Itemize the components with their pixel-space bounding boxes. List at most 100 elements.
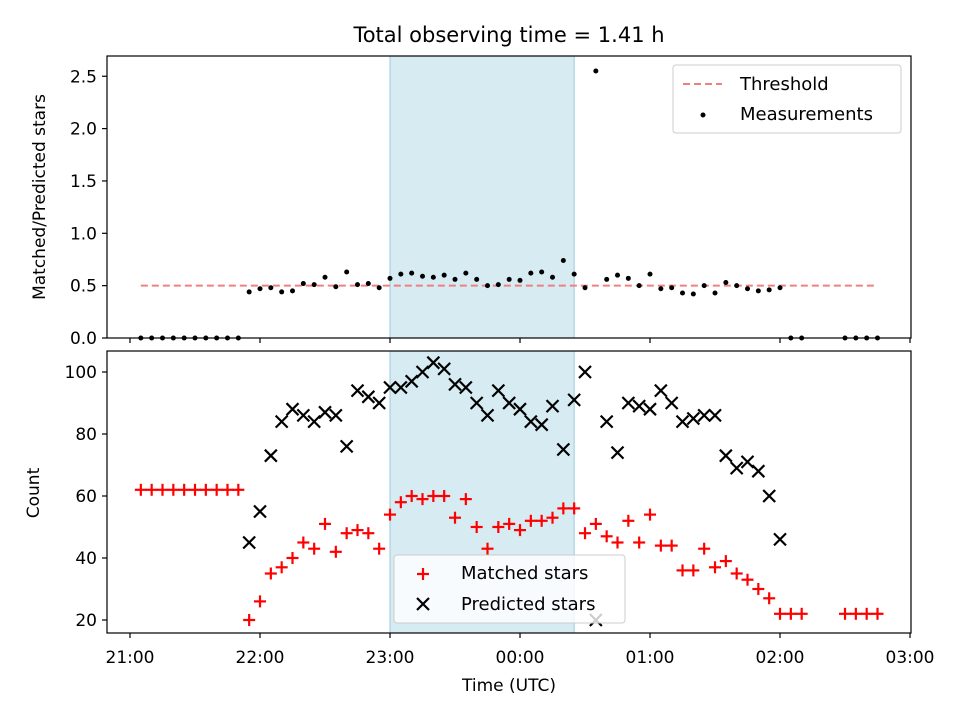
measurement-point	[300, 281, 306, 287]
predicted-star-marker-b	[534, 417, 549, 432]
predicted-star-marker	[426, 355, 441, 370]
matched-star-marker	[178, 483, 191, 496]
predicted-star-marker-b	[437, 362, 451, 376]
matched-star-marker	[839, 607, 852, 620]
matched-star-marker	[600, 530, 613, 543]
predicted-star-marker-b	[556, 442, 571, 457]
measurement-point	[311, 282, 317, 288]
measurement-point	[387, 275, 393, 281]
measurement-point	[344, 269, 350, 275]
top-legend: Threshold Measurements	[672, 64, 902, 134]
matched-star-marker	[492, 521, 505, 533]
predicted-star-marker	[404, 374, 419, 389]
predicted-star-marker	[339, 439, 354, 454]
measurement-point	[604, 276, 610, 282]
bottom-markers	[134, 355, 884, 627]
matched-star-marker	[709, 561, 722, 574]
matched-star-marker	[481, 542, 494, 555]
predicted-star-marker	[350, 383, 365, 398]
measurement-point	[257, 286, 263, 292]
measurement-point	[560, 258, 566, 264]
bottom-y-tick-label: 60	[75, 487, 97, 507]
predicted-star-marker	[437, 362, 451, 376]
measurement-point	[625, 275, 631, 281]
matched-star-marker	[340, 527, 353, 540]
predicted-star-marker	[643, 402, 657, 416]
predicted-star-marker-b	[762, 489, 776, 503]
matched-star-marker	[438, 490, 451, 502]
measurement-point	[333, 284, 339, 290]
bottom-x-tick-label: 21:00	[106, 648, 155, 668]
legend-threshold-label: Threshold	[739, 74, 829, 95]
matched-star-marker	[459, 493, 472, 506]
x-axis-label: Time (UTC)	[461, 676, 556, 696]
predicted-star-marker	[274, 414, 289, 429]
bottom-y-tick-label: 40	[75, 549, 97, 569]
matched-star-marker	[384, 508, 397, 521]
bottom-x-tick-label: 22:00	[236, 648, 285, 668]
predicted-star-marker	[621, 396, 636, 410]
predicted-star-marker	[610, 445, 625, 460]
predicted-star-marker-b	[751, 464, 766, 478]
predicted-star-marker	[719, 448, 733, 463]
matched-star-marker	[134, 483, 147, 496]
matched-star-marker	[633, 536, 646, 549]
measurement-point	[376, 285, 382, 291]
measurement-point	[680, 290, 686, 296]
measurement-point	[528, 270, 534, 276]
predicted-star-marker-b	[686, 411, 701, 426]
measurement-point	[474, 276, 480, 282]
bottom-x-tick-label: 02:00	[756, 648, 805, 668]
predicted-star-marker	[578, 365, 592, 379]
matched-star-marker	[622, 514, 635, 527]
measurement-point	[268, 285, 274, 291]
measurement-point	[571, 271, 577, 277]
predicted-star-marker-b	[274, 414, 289, 429]
measurement-point	[517, 277, 523, 283]
predicted-star-marker-b	[675, 414, 690, 429]
measurement-point	[550, 274, 556, 280]
measurement-point	[745, 286, 751, 292]
predicted-star-marker-b	[664, 396, 679, 410]
legend-predicted-swatch	[416, 597, 430, 611]
measurement-point	[485, 283, 491, 289]
predicted-star-marker-b	[524, 414, 538, 429]
predicted-star-marker-b	[307, 414, 321, 429]
top-x-ticks	[129, 338, 911, 343]
predicted-star-marker	[751, 464, 766, 478]
matched-star-marker	[871, 607, 884, 620]
bottom-x-tick-label: 03:00	[886, 648, 935, 668]
predicted-star-marker	[318, 405, 332, 420]
matched-star-marker	[644, 508, 657, 521]
measurement-point	[669, 285, 675, 291]
measurement-point	[355, 282, 361, 288]
predicted-star-marker	[632, 399, 646, 413]
matched-star-marker	[849, 607, 862, 620]
measurement-point	[279, 289, 285, 295]
predicted-star-marker-b	[599, 414, 614, 429]
matched-star-marker	[394, 496, 407, 509]
predicted-star-marker-b	[372, 396, 386, 410]
predicted-star-marker	[383, 380, 397, 395]
matched-star-marker	[405, 490, 418, 502]
predicted-star-marker	[567, 393, 581, 407]
legend-measurements-label: Measurements	[740, 104, 873, 125]
predicted-star-marker-b	[491, 383, 506, 398]
bottom-panel: 20 40 60 80 100 21:00 22:00 23:00 00:00 01:00 02:…	[24, 350, 935, 696]
predicted-star-marker	[242, 535, 256, 550]
matched-star-marker	[243, 614, 256, 626]
measurement-point	[755, 288, 761, 294]
matched-star-marker	[503, 517, 516, 530]
measurement-point	[723, 280, 729, 286]
measurement-point	[409, 270, 415, 276]
measurement-point	[615, 272, 621, 278]
predicted-star-marker	[415, 365, 430, 379]
predicted-star-marker-b	[394, 380, 408, 395]
matched-star-marker	[589, 517, 602, 530]
predicted-star-marker	[708, 408, 722, 423]
matched-star-marker	[232, 483, 245, 496]
predicted-star-marker	[469, 396, 484, 410]
predicted-star-marker-b	[318, 405, 332, 420]
predicted-star-marker-b	[361, 390, 376, 404]
